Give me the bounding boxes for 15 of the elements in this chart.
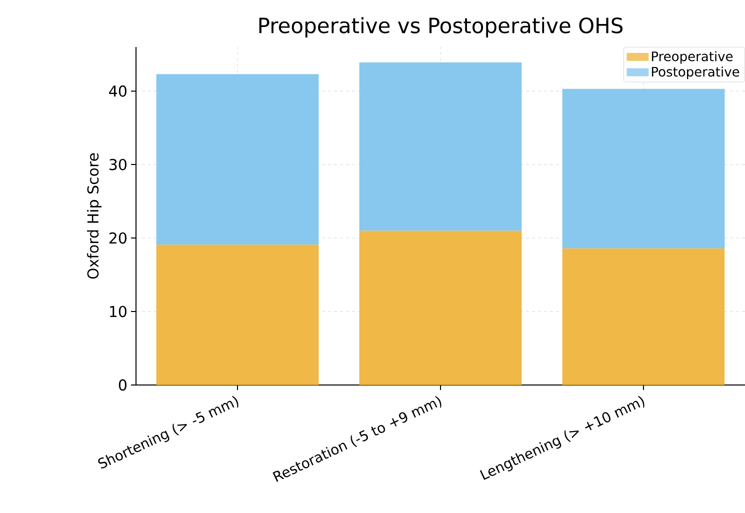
legend-label: Postoperative bbox=[652, 66, 740, 80]
bar bbox=[562, 248, 725, 385]
y-tick-label: 10 bbox=[110, 306, 126, 318]
bar bbox=[562, 88, 725, 248]
y-axis-title: Oxford Hip Score bbox=[87, 153, 102, 279]
bar bbox=[156, 74, 319, 245]
legend-label: Preoperative bbox=[652, 51, 733, 64]
y-tick-label: 30 bbox=[110, 158, 126, 170]
bar bbox=[359, 62, 522, 231]
chart-title: Preoperative vs Postoperative OHS bbox=[259, 17, 623, 38]
y-tick-label: 40 bbox=[109, 85, 126, 97]
bar bbox=[359, 230, 522, 385]
y-tick-label: 20 bbox=[109, 232, 126, 244]
bar bbox=[156, 244, 319, 385]
y-tick-label: 0 bbox=[118, 379, 126, 391]
